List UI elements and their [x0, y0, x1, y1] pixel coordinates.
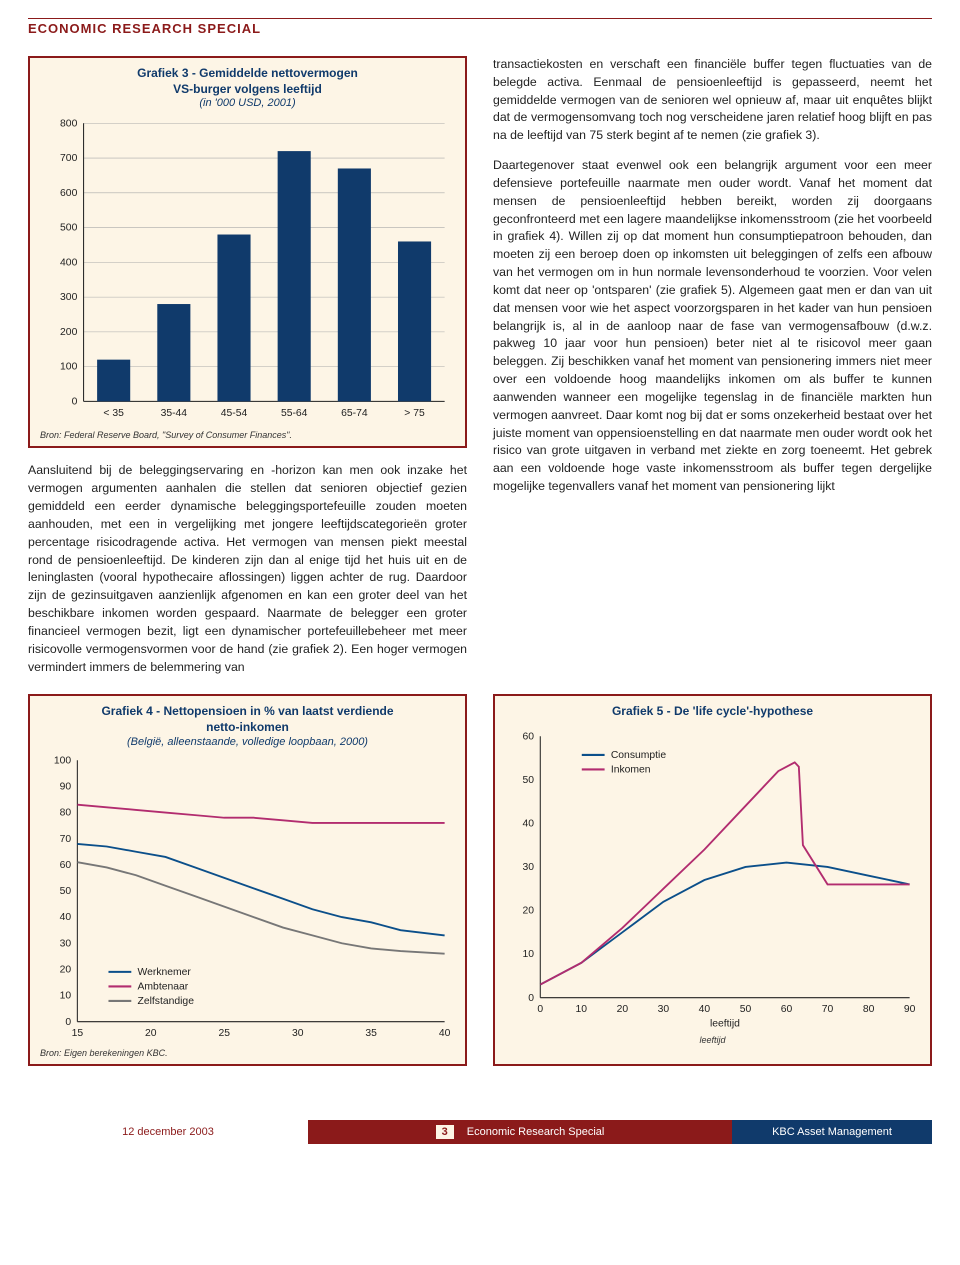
two-column-body: Grafiek 3 - Gemiddelde nettovermogen VS-…	[28, 56, 932, 688]
svg-text:60: 60	[781, 1004, 793, 1015]
svg-text:0: 0	[65, 1016, 71, 1027]
footer-right: KBC Asset Management	[732, 1120, 932, 1144]
svg-text:65-74: 65-74	[341, 408, 368, 419]
svg-text:leeftijd: leeftijd	[710, 1019, 740, 1030]
svg-text:10: 10	[576, 1004, 588, 1015]
chart3-subtitle: (in '000 USD, 2001)	[40, 97, 455, 109]
chart3-title-line2: VS-burger volgens leeftijd	[40, 82, 455, 98]
svg-text:60: 60	[523, 731, 535, 742]
svg-text:10: 10	[523, 949, 535, 960]
chart4-title-line1: Grafiek 4 - Nettopensioen in % van laats…	[40, 704, 455, 720]
chart4-svg: 0 10 20 30 40 50 60 70 80 90 100 15 20 25 30 35 40 Werkne…	[40, 754, 455, 1045]
right-column: transactiekosten en verschaft een financ…	[493, 56, 932, 688]
chart5-title: Grafiek 5 - De 'life cycle'-hypothese	[505, 704, 920, 720]
svg-text:70: 70	[60, 833, 72, 844]
svg-text:100: 100	[54, 755, 72, 766]
chart4-source: Bron: Eigen berekeningen KBC.	[40, 1048, 455, 1058]
svg-text:25: 25	[218, 1028, 230, 1039]
chart3-title-line1: Grafiek 3 - Gemiddelde nettovermogen	[40, 66, 455, 82]
chart4-subtitle: (België, alleenstaande, volledige loopba…	[40, 736, 455, 748]
svg-text:40: 40	[439, 1028, 451, 1039]
chart5-xlabel: leeftijd	[505, 1035, 920, 1045]
chart4-title-line2: netto-inkomen	[40, 720, 455, 736]
page-footer: 12 december 2003 3 Economic Research Spe…	[28, 1120, 932, 1144]
svg-text:60: 60	[60, 859, 72, 870]
svg-text:80: 80	[60, 807, 72, 818]
svg-text:Ambtenaar: Ambtenaar	[138, 981, 189, 992]
left-column: Grafiek 3 - Gemiddelde nettovermogen VS-…	[28, 56, 467, 688]
svg-text:400: 400	[60, 258, 78, 269]
svg-text:30: 30	[658, 1004, 670, 1015]
svg-text:Inkomen: Inkomen	[611, 765, 651, 776]
svg-text:35-44: 35-44	[161, 408, 188, 419]
footer-center: 3 Economic Research Special	[308, 1120, 732, 1144]
svg-text:600: 600	[60, 188, 78, 199]
svg-text:800: 800	[60, 119, 78, 130]
svg-text:40: 40	[523, 818, 535, 829]
svg-text:50: 50	[523, 775, 535, 786]
svg-text:30: 30	[60, 938, 72, 949]
svg-text:80: 80	[863, 1004, 875, 1015]
svg-text:40: 40	[60, 912, 72, 923]
left-paragraph: Aansluitend bij de beleggingservaring en…	[28, 462, 467, 676]
svg-text:< 35: < 35	[103, 408, 124, 419]
svg-text:500: 500	[60, 223, 78, 234]
svg-text:200: 200	[60, 327, 78, 338]
header-title: ECONOMIC RESEARCH SPECIAL	[28, 21, 932, 36]
footer-date: 12 december 2003	[28, 1120, 308, 1144]
right-paragraph-2: Daartegenover staat evenwel ook een bela…	[493, 157, 932, 496]
svg-text:90: 90	[904, 1004, 916, 1015]
svg-text:15: 15	[72, 1028, 84, 1039]
svg-text:100: 100	[60, 362, 78, 373]
svg-text:0: 0	[72, 397, 78, 408]
chart3-box: Grafiek 3 - Gemiddelde nettovermogen VS-…	[28, 56, 467, 448]
svg-text:40: 40	[699, 1004, 711, 1015]
svg-text:Werknemer: Werknemer	[138, 967, 192, 978]
footer-page-number: 3	[436, 1125, 454, 1139]
svg-text:35: 35	[365, 1028, 377, 1039]
svg-text:45-54: 45-54	[221, 408, 248, 419]
svg-text:90: 90	[60, 781, 72, 792]
chart3-svg: 0 100 200 300 400 500 600 700 800 < 35 35-44 45-54 5…	[40, 115, 455, 426]
svg-text:20: 20	[145, 1028, 157, 1039]
bottom-charts-row: Grafiek 4 - Nettopensioen in % van laats…	[28, 694, 932, 1080]
svg-text:30: 30	[523, 862, 535, 873]
svg-text:20: 20	[523, 906, 535, 917]
footer-center-text: Economic Research Special	[467, 1126, 605, 1138]
chart3-source: Bron: Federal Reserve Board, "Survey of …	[40, 430, 455, 440]
svg-text:20: 20	[60, 964, 72, 975]
svg-text:55-64: 55-64	[281, 408, 308, 419]
svg-text:70: 70	[822, 1004, 834, 1015]
chart4-box: Grafiek 4 - Nettopensioen in % van laats…	[28, 694, 467, 1066]
svg-text:30: 30	[292, 1028, 304, 1039]
header-bar: ECONOMIC RESEARCH SPECIAL	[28, 18, 932, 36]
svg-text:700: 700	[60, 153, 78, 164]
svg-text:Zelfstandige: Zelfstandige	[138, 996, 195, 1007]
svg-text:0: 0	[537, 1004, 543, 1015]
svg-text:Consumptie: Consumptie	[611, 750, 667, 761]
svg-text:0: 0	[528, 993, 534, 1004]
svg-text:50: 50	[740, 1004, 752, 1015]
svg-text:> 75: > 75	[404, 408, 425, 419]
svg-text:10: 10	[60, 990, 72, 1001]
svg-text:50: 50	[60, 886, 72, 897]
svg-text:300: 300	[60, 292, 78, 303]
svg-text:20: 20	[617, 1004, 629, 1015]
chart5-svg: 0 10 20 30 40 50 60 0 10 20 30 40 50 60 70 80 90 Consumpt…	[505, 730, 920, 1031]
chart5-box: Grafiek 5 - De 'life cycle'-hypothese 0 1…	[493, 694, 932, 1066]
right-paragraph-1: transactiekosten en verschaft een financ…	[493, 56, 932, 145]
